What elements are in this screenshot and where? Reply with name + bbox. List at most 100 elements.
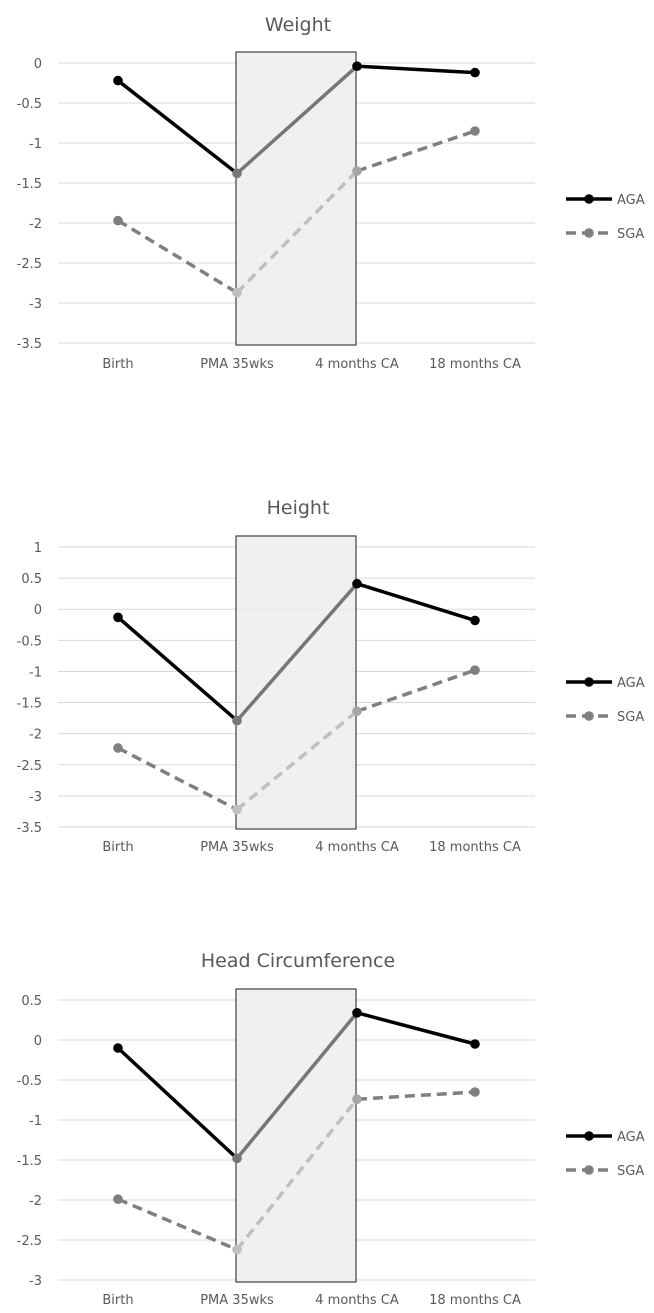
series-line-sga (235, 169, 359, 294)
chart-title: Weight (265, 14, 331, 36)
chart-panel-1: Weight 0 -0.5 -1 -1.5 -2 -2.5 -3 -3.5 Birth PMA 35… (17, 14, 645, 372)
y-tick-label: -1.5 (17, 1154, 42, 1169)
series-line-sga (235, 709, 359, 811)
x-category-label: Birth (102, 840, 133, 855)
series-line-aga (116, 615, 239, 722)
x-category-label: PMA 35wks (200, 357, 274, 372)
y-tick-label: -0.5 (17, 97, 42, 112)
series-line-aga (116, 79, 239, 175)
x-category-label: Birth (102, 1293, 133, 1308)
legend-marker-sga (584, 228, 594, 238)
data-point-aga (352, 1008, 362, 1018)
data-point-sga (232, 1244, 242, 1255)
x-category-label: 18 months CA (429, 357, 521, 372)
x-category-label: 4 months CA (315, 840, 399, 855)
y-tick-label: 0 (34, 603, 42, 618)
series-line-sga (235, 1098, 359, 1251)
data-point-sga (113, 1194, 123, 1204)
x-category-label: 18 months CA (429, 1293, 521, 1308)
y-tick-label: -0.5 (17, 634, 42, 649)
y-tick-label: 0.5 (21, 572, 42, 587)
chart-title: Height (267, 497, 330, 519)
data-point-sga (113, 743, 123, 753)
x-category-label: PMA 35wks (200, 1293, 274, 1308)
y-tick-label: -1 (29, 1114, 42, 1129)
series-line-aga (235, 64, 359, 175)
series-line-aga (356, 1011, 476, 1046)
y-tick-label: 1 (34, 541, 42, 556)
data-point-sga (352, 706, 362, 717)
y-tick-label: -0.5 (17, 1074, 42, 1089)
data-point-aga (352, 61, 362, 71)
data-point-sga (352, 1094, 362, 1104)
data-point-aga (470, 1039, 480, 1049)
data-point-sga (352, 166, 362, 176)
y-tick-label: -3 (29, 1274, 42, 1289)
data-point-aga (232, 1153, 242, 1164)
series-line-sga (117, 219, 238, 295)
y-tick-label: -2 (29, 217, 42, 232)
y-tick-label: -3.5 (17, 821, 42, 836)
data-point-aga (232, 715, 242, 726)
series-line-aga (235, 582, 359, 722)
x-category-label: 18 months CA (429, 840, 521, 855)
data-point-aga (232, 168, 242, 179)
data-point-aga (113, 612, 123, 623)
y-tick-label: -1.5 (17, 697, 42, 712)
data-point-aga (352, 578, 362, 589)
y-tick-label: -2.5 (17, 257, 42, 272)
chart-panel-3: Head Circumference 0.5 0 -0.5 -1 -1.5 -2 -2.5 -3… (17, 950, 645, 1308)
series-line-aga (235, 1011, 359, 1160)
data-point-aga (113, 1043, 123, 1053)
series-line-aga (356, 64, 476, 75)
x-category-label: 4 months CA (315, 1293, 399, 1308)
y-tick-label: -2 (29, 728, 42, 743)
legend-marker-aga (584, 677, 594, 687)
data-point-aga (470, 67, 480, 78)
y-tick-label: -1 (29, 137, 42, 152)
data-point-aga (113, 75, 123, 86)
y-tick-label: -1.5 (17, 177, 42, 192)
shaded-interval-box (235, 51, 357, 346)
data-point-aga (470, 615, 480, 626)
data-point-sga (113, 215, 123, 226)
shaded-interval-box (235, 535, 357, 830)
y-tick-label: -3.5 (17, 337, 42, 352)
y-tick-label: 0 (34, 57, 42, 72)
data-point-sga (470, 1087, 480, 1097)
y-tick-label: -3 (29, 297, 42, 312)
y-tick-label: -3 (29, 790, 42, 805)
legend-label-aga: AGA (617, 193, 645, 208)
data-point-sga (470, 126, 480, 136)
series-line-sga (356, 129, 476, 173)
chart-panel-2: Height 1 0.5 0 -0.5 -1 -1.5 -2 -2.5 -3 -3.5 Birth PM… (17, 497, 645, 855)
legend-label-sga: SGA (617, 227, 644, 242)
y-tick-label: -1 (29, 665, 42, 680)
data-point-sga (232, 804, 242, 815)
y-tick-label: -2.5 (17, 759, 42, 774)
legend-marker-aga (584, 194, 594, 204)
chart-title: Head Circumference (201, 950, 395, 972)
legend-label-aga: AGA (617, 676, 645, 691)
data-point-sga (470, 665, 480, 675)
y-tick-label: -2 (29, 1194, 42, 1209)
series-line-sga (356, 668, 476, 713)
legend-marker-aga (584, 1131, 594, 1141)
y-tick-label: -2.5 (17, 1234, 42, 1249)
y-tick-label: 0.5 (21, 994, 42, 1009)
legend-label-sga: SGA (617, 1164, 644, 1179)
y-tick-label: 0 (34, 1034, 42, 1049)
series-line-sga (117, 746, 238, 812)
x-category-label: 4 months CA (315, 357, 399, 372)
legend-label-aga: AGA (617, 1130, 645, 1145)
data-point-sga (232, 287, 242, 298)
series-line-aga (356, 582, 476, 623)
x-category-label: PMA 35wks (200, 840, 274, 855)
legend-marker-sga (584, 711, 594, 721)
series-line-sga (117, 1197, 238, 1252)
legend-marker-sga (584, 1165, 594, 1175)
legend-label-sga: SGA (617, 710, 644, 725)
series-line-sga (356, 1090, 476, 1101)
x-category-label: Birth (102, 357, 133, 372)
